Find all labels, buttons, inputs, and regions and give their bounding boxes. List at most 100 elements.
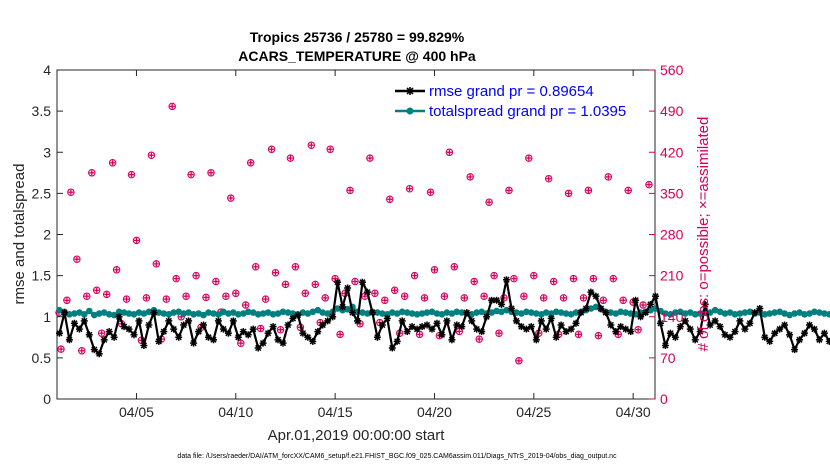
rmse-point (567, 325, 575, 333)
rmse-point (796, 336, 803, 344)
totalspread-point (801, 311, 808, 318)
obs-point (182, 292, 190, 300)
rmse-point (711, 317, 719, 325)
rmse-point (254, 344, 262, 352)
rmse-point (359, 278, 366, 286)
rmse-point (85, 331, 93, 339)
obs-point (490, 271, 498, 280)
rmse-point (587, 288, 595, 296)
rmse-point (761, 333, 769, 341)
rmse-point (239, 328, 247, 336)
totalspread-point (528, 309, 535, 316)
rmse-point (751, 309, 759, 317)
rmse-point (329, 313, 337, 321)
rmse-point (786, 331, 794, 339)
totalspread-point (155, 309, 163, 316)
rmse-point (319, 321, 327, 329)
obs-point (495, 329, 503, 337)
totalspread-point (741, 309, 749, 316)
totalspread-point (672, 309, 679, 316)
rmse-point (145, 321, 153, 329)
totalspread-point (244, 308, 252, 316)
totalspread-point (791, 310, 798, 317)
rmse-point (210, 336, 217, 344)
rmse-point (493, 296, 501, 304)
obs-point (122, 295, 131, 303)
totalspread-point (547, 310, 555, 317)
rmse-point (815, 336, 823, 344)
rmse-point (244, 331, 252, 339)
totalspread-point (175, 308, 182, 316)
rmse-point (632, 296, 640, 304)
totalspread-point (667, 311, 674, 318)
rmse-point (334, 278, 342, 286)
obs-point (604, 173, 613, 181)
rmse-point (517, 323, 525, 331)
rmse-point (741, 325, 749, 333)
totalspread-point (493, 307, 500, 315)
rmse-point (706, 321, 714, 329)
x-tick-label: 04/10 (218, 404, 253, 420)
rmse-point (731, 328, 739, 336)
totalspread-point (691, 311, 699, 318)
rmse-point (503, 276, 510, 284)
obs-point (351, 277, 359, 286)
totalspread-point (324, 310, 332, 317)
totalspread-point (284, 309, 292, 316)
totalspread-point (314, 306, 322, 314)
totalspread-point (726, 309, 734, 316)
legend: rmse grand pr = 0.89654 totalspread gran… (395, 83, 626, 120)
rmse-point (423, 321, 431, 329)
totalspread-point (572, 309, 580, 316)
totalspread-point (711, 306, 719, 314)
obs-point (520, 292, 528, 300)
rmse-point (155, 337, 163, 345)
totalspread-point (190, 311, 197, 318)
totalspread-point (249, 309, 257, 316)
totalspread-point (230, 309, 237, 316)
rmse-point (388, 344, 396, 352)
totalspread-point (215, 311, 222, 318)
rmse-point (443, 317, 451, 325)
rmse-point (602, 309, 610, 317)
obs-point (63, 296, 71, 305)
obs-point (202, 293, 210, 302)
rmse-point (299, 329, 307, 337)
rmse-point (766, 337, 774, 345)
obs-point (301, 289, 310, 298)
obs-point (237, 339, 245, 347)
obs-point (485, 198, 493, 206)
y-right-tick-label: 210 (660, 268, 684, 284)
rmse-point (393, 337, 401, 345)
rmse-point (498, 300, 505, 308)
totalspread-point (433, 310, 441, 317)
totalspread-point (264, 309, 272, 316)
totalspread-point (552, 308, 560, 316)
totalspread-point (304, 310, 312, 317)
totalspread-point (220, 308, 227, 316)
obs-point (132, 236, 141, 245)
obs-point (97, 329, 106, 337)
rmse-point (781, 321, 789, 329)
rmse-point (652, 292, 659, 300)
totalspread-point (617, 308, 624, 316)
obs-point (544, 174, 553, 183)
y-right-tick-label: 420 (660, 144, 684, 160)
rmse-point (259, 339, 267, 347)
rmse-point (80, 317, 88, 325)
totalspread-point (766, 310, 773, 317)
rmse-point (170, 325, 178, 333)
obs-point (92, 286, 101, 295)
rmse-point (428, 325, 436, 333)
obs-point (67, 188, 75, 196)
rmse-point (691, 336, 699, 344)
rmse-point (463, 309, 471, 317)
totalspread-point (309, 308, 317, 316)
rmse-point (100, 336, 108, 344)
obs-point (346, 186, 354, 195)
rmse-point (716, 323, 724, 331)
totalspread-point (418, 310, 426, 317)
rmse-point (776, 325, 784, 333)
obs-point (73, 255, 81, 263)
totalspread-point (453, 308, 461, 316)
